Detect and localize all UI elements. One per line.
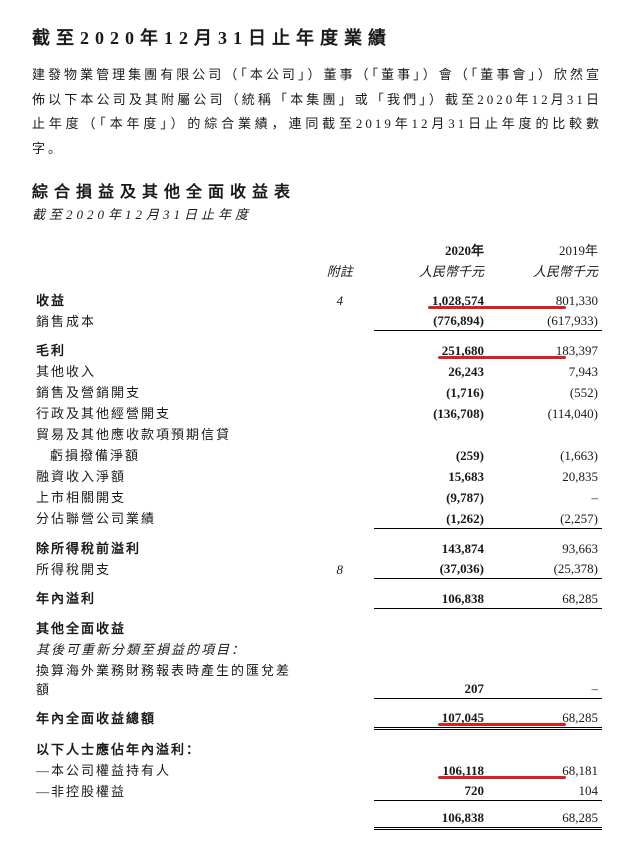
label-ecl-head: 貿易及其他應收款項預期信貸 [32, 423, 306, 444]
val-oi-2019: 7,943 [488, 360, 602, 381]
val-py-2020: 106,838 [374, 587, 488, 608]
val-se-2019: (552) [488, 381, 602, 402]
label-pbt: 除所得稅前溢利 [32, 537, 306, 558]
row-profit-year: 年內溢利 106,838 68,285 [32, 587, 602, 608]
val-ecl-2020: (259) [374, 444, 488, 465]
label-attrib-head: 以下人士應佔年內溢利： [32, 738, 306, 759]
label-cos: 銷售成本 [32, 310, 306, 331]
row-cost-of-sales: 銷售成本 (776,894) (617,933) [32, 310, 602, 331]
label-py: 年內溢利 [32, 587, 306, 608]
note-tax: 8 [306, 558, 374, 579]
row-selling-exp: 銷售及營銷開支 (1,716) (552) [32, 381, 602, 402]
section-title: 綜合損益及其他全面收益表 [32, 178, 602, 202]
val-gp-2020: 251,680 [442, 343, 484, 358]
val-jv-2020: (1,262) [374, 507, 488, 528]
row-finance-income: 融資收入淨額 15,683 20,835 [32, 465, 602, 486]
val-pbt-2019: 93,663 [488, 537, 602, 558]
val-py-2019: 68,285 [488, 587, 602, 608]
val-nci-2019: 104 [488, 780, 602, 801]
val-ae-2019: (114,040) [488, 402, 602, 423]
row-listing-exp: 上市相關開支 (9,787) – [32, 486, 602, 507]
label-le: 上市相關開支 [32, 486, 306, 507]
val-fx-2020: 207 [374, 659, 488, 699]
income-statement-table: 2020年 2019年 附註 人民幣千元 人民幣千元 收益 4 1,028,57… [32, 239, 602, 831]
label-oci-head: 其他全面收益 [32, 617, 306, 638]
label-jv: 分佔聯營公司業績 [32, 507, 306, 528]
row-ecl-sub: 虧損撥備淨額 (259) (1,663) [32, 444, 602, 465]
val-le-2019: – [488, 486, 602, 507]
row-ecl-head: 貿易及其他應收款項預期信貸 [32, 423, 602, 444]
row-oci-head: 其他全面收益 [32, 617, 602, 638]
row-share-jv: 分佔聯營公司業績 (1,262) (2,257) [32, 507, 602, 528]
row-oci-reclass: 其後可重新分類至損益的項目： [32, 638, 602, 659]
val-attrib-total-2019: 68,285 [488, 809, 602, 829]
label-owners: —本公司權益持有人 [32, 759, 306, 780]
row-fx: 換算海外業務財務報表時產生的匯兌差額 207 – [32, 659, 602, 699]
val-tci-2020: 107,045 [442, 710, 484, 725]
val-cos-2019: (617,933) [488, 310, 602, 331]
label-ecl-sub: 虧損撥備淨額 [32, 444, 306, 465]
val-pbt-2020: 143,874 [374, 537, 488, 558]
sub-period: 截至2020年12月31日止年度 [32, 204, 602, 223]
col-notes-header: 附註 [306, 260, 374, 281]
val-jv-2019: (2,257) [488, 507, 602, 528]
val-oi-2020: 26,243 [374, 360, 488, 381]
val-attrib-total-2020: 106,838 [374, 809, 488, 829]
row-pbt: 除所得稅前溢利 143,874 93,663 [32, 537, 602, 558]
val-nci-2020: 720 [374, 780, 488, 801]
table-header-unit: 附註 人民幣千元 人民幣千元 [32, 260, 602, 281]
label-fi: 融資收入淨額 [32, 465, 306, 486]
val-tax-2020: (37,036) [374, 558, 488, 579]
val-fx-2019: – [488, 659, 602, 699]
page-title: 截至2020年12月31日止年度業績 [32, 24, 602, 50]
label-tci: 年內全面收益總額 [32, 707, 306, 728]
val-tax-2019: (25,378) [488, 558, 602, 579]
label-gp: 毛利 [32, 339, 306, 360]
val-ae-2020: (136,708) [374, 402, 488, 423]
val-fi-2019: 20,835 [488, 465, 602, 486]
label-se: 銷售及營銷開支 [32, 381, 306, 402]
col-2019-unit: 人民幣千元 [488, 260, 602, 281]
label-oi: 其他收入 [32, 360, 306, 381]
row-attrib-head: 以下人士應佔年內溢利： [32, 738, 602, 759]
row-revenue: 收益 4 1,028,574 801,330 [32, 289, 602, 310]
label-oci-reclass: 其後可重新分類至損益的項目： [32, 638, 306, 659]
label-ae: 行政及其他經營開支 [32, 402, 306, 423]
row-other-income: 其他收入 26,243 7,943 [32, 360, 602, 381]
label-fx: 換算海外業務財務報表時產生的匯兌差額 [32, 659, 306, 699]
table-header-year: 2020年 2019年 [32, 239, 602, 260]
col-2020-unit: 人民幣千元 [374, 260, 488, 281]
label-nci: —非控股權益 [32, 780, 306, 801]
row-admin-exp: 行政及其他經營開支 (136,708) (114,040) [32, 402, 602, 423]
intro-paragraph: 建發物業管理集團有限公司（「本公司」）董事（「董事」）會（「董事會」）欣然宣佈以… [32, 63, 602, 162]
note-revenue: 4 [306, 289, 374, 310]
row-gross-profit: 毛利 251,680 183,397 [32, 339, 602, 360]
val-cos-2020: (776,894) [374, 310, 488, 331]
row-attrib-total: 106,838 68,285 [32, 809, 602, 829]
row-nci: —非控股權益 720 104 [32, 780, 602, 801]
col-2020-year: 2020年 [374, 239, 488, 260]
val-se-2020: (1,716) [374, 381, 488, 402]
row-total-ci: 年內全面收益總額 107,045 68,285 [32, 707, 602, 728]
row-tax: 所得稅開支 8 (37,036) (25,378) [32, 558, 602, 579]
val-fi-2020: 15,683 [374, 465, 488, 486]
val-ecl-2019: (1,663) [488, 444, 602, 465]
col-2019-year: 2019年 [488, 239, 602, 260]
val-le-2020: (9,787) [374, 486, 488, 507]
val-owners-2020: 106,118 [442, 763, 484, 778]
label-tax: 所得稅開支 [32, 558, 306, 579]
row-owners: —本公司權益持有人 106,118 68,181 [32, 759, 602, 780]
val-revenue-2020: 1,028,574 [432, 293, 484, 308]
label-revenue: 收益 [32, 289, 306, 310]
